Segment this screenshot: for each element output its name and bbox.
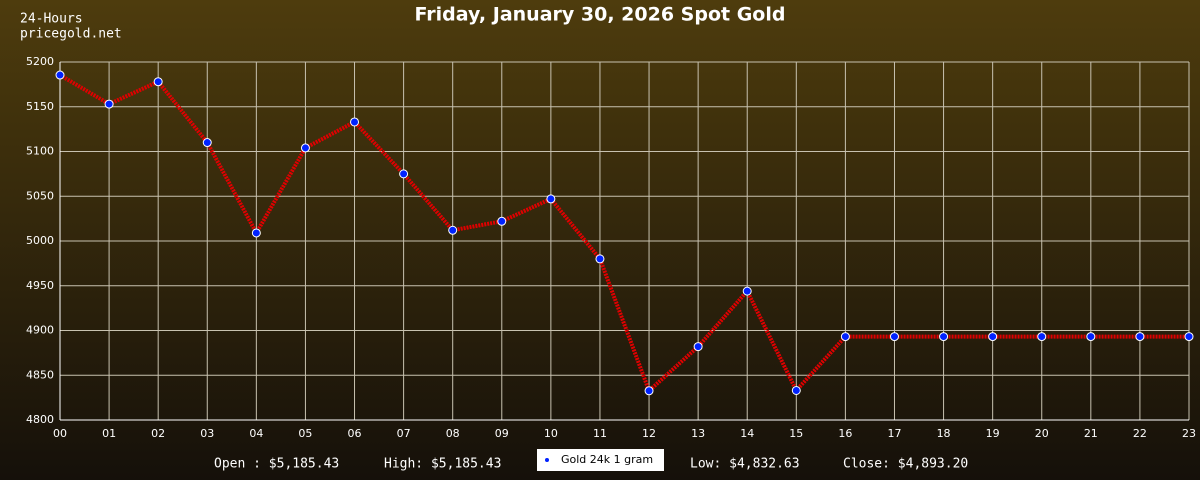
marker xyxy=(104,99,114,109)
x-tick-label: 13 xyxy=(691,427,705,440)
legend-box xyxy=(537,449,664,471)
marker xyxy=(693,342,703,352)
marker xyxy=(202,138,212,148)
x-tick-label: 11 xyxy=(593,427,607,440)
x-tick-label: 00 xyxy=(53,427,67,440)
x-tick-label: 08 xyxy=(446,427,460,440)
marker xyxy=(1086,332,1096,342)
x-tick-label: 05 xyxy=(298,427,312,440)
y-tick-label: 4900 xyxy=(26,324,54,337)
summary-close: Close: $4,893.20 xyxy=(843,457,968,472)
marker xyxy=(1135,332,1145,342)
x-tick-label: 20 xyxy=(1035,427,1049,440)
line xyxy=(58,73,1189,395)
x-tick-label: 03 xyxy=(200,427,214,440)
plot-area: 4800 4850 4900 4950 5000 5050 5100 5150 5200 00 01… xyxy=(26,55,1196,440)
summary-open: Open : $5,185.43 xyxy=(214,457,339,472)
x-tick-label: 19 xyxy=(986,427,1000,440)
marker xyxy=(742,286,752,296)
x-tick-label: 15 xyxy=(789,427,803,440)
marker xyxy=(546,194,556,204)
marker xyxy=(350,117,360,127)
y-tick-label: 5000 xyxy=(26,234,54,247)
marker xyxy=(595,254,605,264)
x-tick-label: 22 xyxy=(1133,427,1147,440)
summary-low: Low: $4,832.63 xyxy=(690,457,800,472)
x-tick-label: 21 xyxy=(1084,427,1098,440)
y-tick-label: 5050 xyxy=(26,189,54,202)
x-tick-label: 17 xyxy=(887,427,901,440)
marker xyxy=(251,228,261,238)
x-tick-label: 18 xyxy=(937,427,951,440)
marker xyxy=(939,332,949,342)
x-tick-label: 06 xyxy=(348,427,362,440)
chart-title: Friday, January 30, 2026 Spot Gold xyxy=(415,4,786,26)
marker xyxy=(153,77,163,87)
marker xyxy=(988,332,998,342)
x-tick-label: 10 xyxy=(544,427,558,440)
y-tick-label: 4850 xyxy=(26,368,54,381)
corner-label: pricegold.net xyxy=(20,27,122,42)
x-tick-label: 12 xyxy=(642,427,656,440)
legend-marker xyxy=(545,458,549,462)
marker xyxy=(300,143,310,153)
summary-high: High: $5,185.43 xyxy=(384,457,501,472)
x-tick-label: 09 xyxy=(495,427,509,440)
y-tick-label: 4950 xyxy=(26,279,54,292)
x-tick-label: 16 xyxy=(838,427,852,440)
x-tick-label: 01 xyxy=(102,427,116,440)
x-tick-label: 07 xyxy=(397,427,411,440)
marker xyxy=(889,332,899,342)
marker xyxy=(55,70,65,80)
marker xyxy=(840,332,850,342)
corner-label: 24-Hours xyxy=(20,12,83,27)
x-tick-label: 23 xyxy=(1182,427,1196,440)
x-tick-label: 04 xyxy=(249,427,263,440)
y-tick-label: 5150 xyxy=(26,100,54,113)
marker xyxy=(497,216,507,226)
legend-label: Gold 24k 1 gram xyxy=(561,453,653,466)
y-tick-label: 5100 xyxy=(26,145,54,158)
marker xyxy=(1184,332,1194,342)
y-tick-label: 4800 xyxy=(26,413,54,426)
marker xyxy=(448,225,458,235)
x-tick-label: 14 xyxy=(740,427,754,440)
marker xyxy=(644,386,654,396)
marker xyxy=(399,169,409,179)
marker xyxy=(1037,332,1047,342)
marker xyxy=(791,385,801,395)
y-tick-label: 5200 xyxy=(26,55,54,68)
x-tick-label: 02 xyxy=(151,427,165,440)
